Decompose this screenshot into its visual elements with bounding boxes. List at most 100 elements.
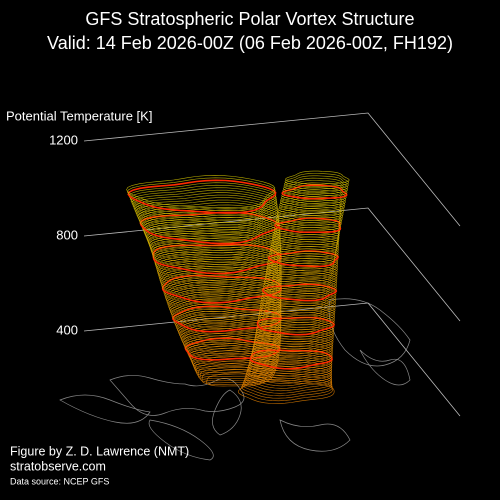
contour bbox=[282, 182, 348, 197]
chart-title: GFS Stratospheric Polar Vortex Structure bbox=[85, 9, 414, 29]
contour bbox=[126, 175, 276, 209]
contour bbox=[260, 293, 337, 311]
z-tick-label: 1200 bbox=[49, 132, 78, 147]
contour bbox=[177, 318, 282, 343]
contour bbox=[249, 352, 333, 372]
contour bbox=[276, 210, 343, 226]
contour bbox=[270, 236, 340, 253]
contour bbox=[161, 272, 282, 301]
contour bbox=[168, 294, 282, 321]
contour bbox=[258, 307, 336, 326]
source: Data source: NCEP GFS bbox=[10, 476, 109, 486]
contour bbox=[270, 241, 339, 257]
contour bbox=[150, 237, 282, 267]
contour bbox=[130, 187, 277, 221]
contour bbox=[165, 284, 282, 313]
contour bbox=[268, 248, 339, 265]
red-contour bbox=[127, 179, 277, 214]
contour bbox=[248, 354, 333, 374]
contour bbox=[243, 370, 332, 392]
contour bbox=[272, 227, 340, 243]
contour bbox=[240, 378, 333, 402]
contour bbox=[273, 222, 340, 238]
z-tick-label: 800 bbox=[56, 227, 78, 242]
contour bbox=[134, 197, 279, 230]
contour bbox=[178, 323, 282, 348]
contour bbox=[244, 368, 332, 389]
contour bbox=[251, 343, 333, 362]
red-contour bbox=[249, 349, 333, 370]
contour bbox=[237, 380, 335, 404]
contour bbox=[242, 374, 333, 397]
contour bbox=[169, 298, 282, 326]
contour bbox=[259, 302, 336, 321]
axes: 400 800 1200 bbox=[49, 112, 461, 417]
contour bbox=[254, 331, 334, 350]
contour bbox=[148, 232, 281, 263]
contour bbox=[261, 288, 337, 306]
contour bbox=[147, 229, 281, 261]
contour bbox=[269, 243, 339, 260]
red-contour bbox=[267, 250, 339, 268]
contour bbox=[264, 274, 338, 292]
contour bbox=[255, 326, 334, 345]
contour bbox=[259, 305, 336, 323]
contour bbox=[260, 295, 336, 314]
contour bbox=[263, 276, 337, 294]
grid-line bbox=[83, 112, 461, 227]
contour bbox=[257, 314, 335, 333]
contour bbox=[272, 229, 340, 245]
contour bbox=[175, 313, 282, 339]
contour bbox=[262, 281, 337, 299]
website: stratobserve.com bbox=[10, 459, 106, 473]
contour bbox=[252, 340, 333, 360]
contour bbox=[256, 321, 335, 340]
z-axis-label: Potential Temperature [K] bbox=[6, 108, 152, 123]
contour bbox=[271, 234, 340, 250]
contour bbox=[276, 208, 343, 223]
contour bbox=[258, 310, 335, 328]
contour bbox=[128, 182, 277, 216]
contour bbox=[133, 194, 278, 228]
contour bbox=[129, 184, 277, 219]
contour bbox=[273, 224, 340, 240]
contour bbox=[178, 320, 282, 346]
contour bbox=[164, 282, 282, 310]
contour bbox=[176, 315, 282, 341]
red-contour bbox=[256, 316, 335, 336]
contour bbox=[243, 372, 333, 394]
contour bbox=[167, 291, 282, 319]
contour bbox=[246, 361, 332, 382]
contour bbox=[246, 363, 332, 384]
contour bbox=[245, 365, 332, 387]
contour bbox=[169, 296, 282, 324]
contour bbox=[149, 234, 282, 265]
red-contour bbox=[161, 274, 282, 304]
contour bbox=[132, 192, 278, 226]
contour bbox=[131, 189, 278, 223]
contour bbox=[269, 245, 339, 262]
contour bbox=[282, 180, 348, 195]
contour bbox=[248, 356, 333, 377]
contour bbox=[241, 376, 333, 399]
contour bbox=[274, 220, 341, 235]
contour bbox=[285, 170, 350, 185]
contour bbox=[146, 226, 281, 258]
contour bbox=[271, 231, 340, 248]
contour bbox=[136, 202, 279, 235]
chart-subtitle: Valid: 14 Feb 2026-00Z (06 Feb 2026-00Z,… bbox=[47, 33, 453, 53]
contour bbox=[259, 300, 336, 319]
contour bbox=[270, 239, 340, 255]
contour bbox=[261, 290, 337, 309]
contour bbox=[255, 328, 334, 348]
red-contour bbox=[274, 217, 342, 233]
contour bbox=[135, 199, 279, 233]
contour bbox=[142, 216, 281, 249]
contour bbox=[253, 338, 334, 358]
contour bbox=[127, 177, 276, 212]
contour bbox=[247, 358, 333, 379]
contour bbox=[284, 175, 349, 190]
contour bbox=[255, 324, 334, 343]
red-contour bbox=[261, 283, 338, 302]
